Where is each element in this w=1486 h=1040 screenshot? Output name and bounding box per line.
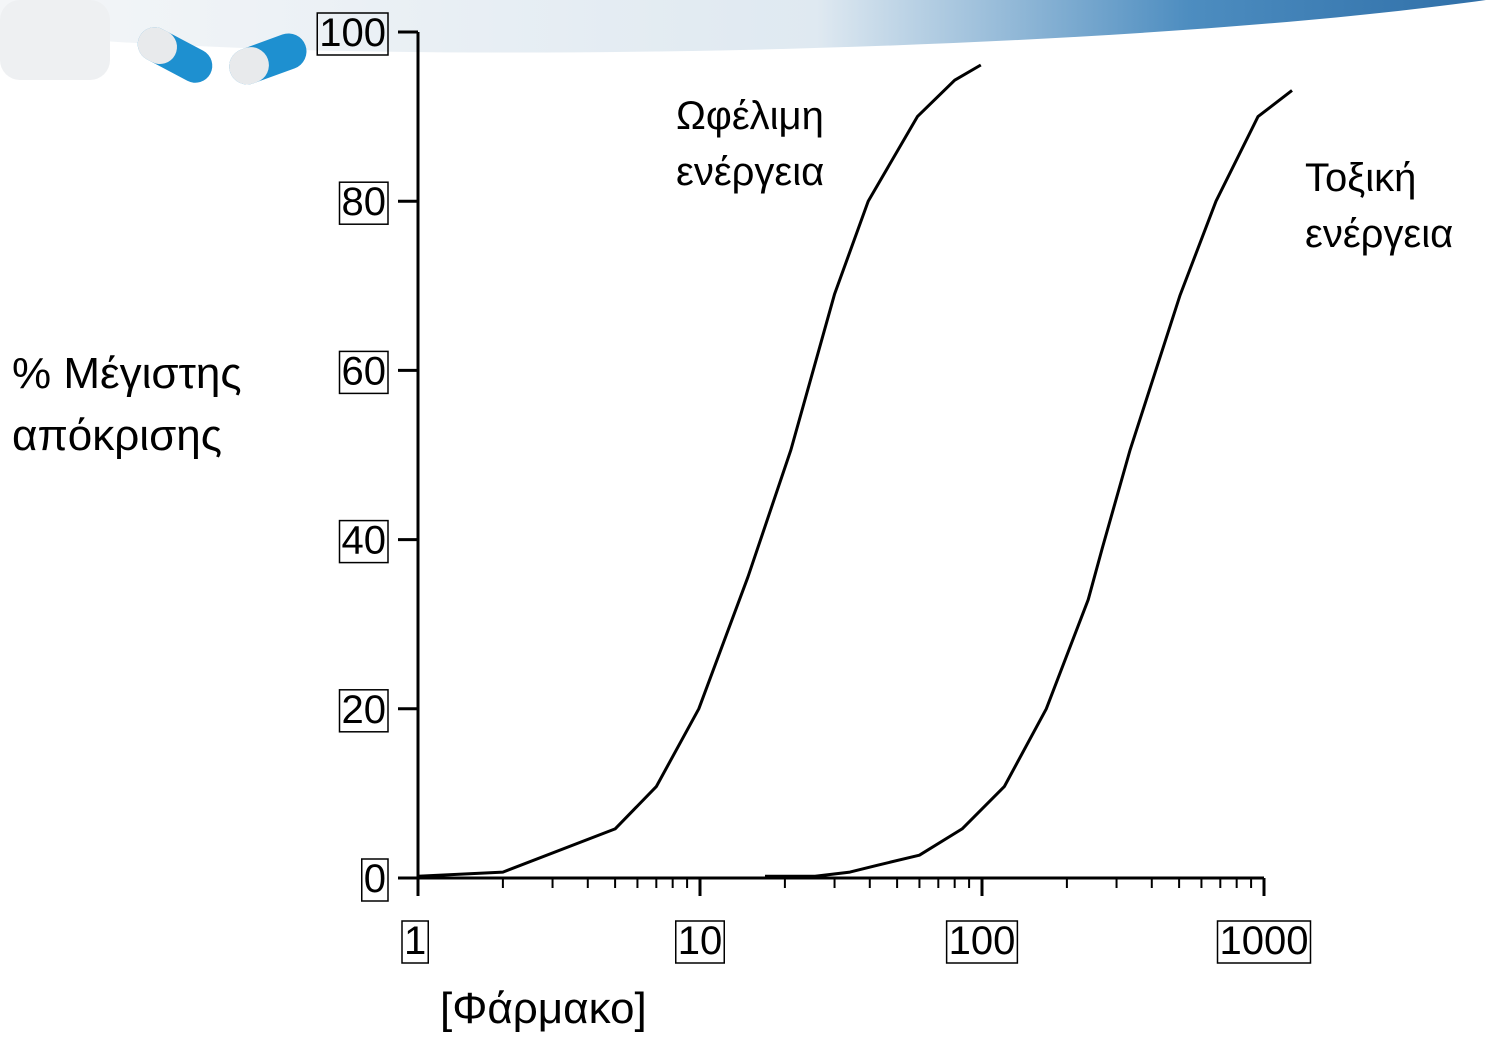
y-tick-label: 80 [342,180,387,224]
y-axis-label: % Μέγιστης απόκρισης [12,343,304,467]
series-label: Τοξική ενέργεια [1305,150,1483,262]
bottle-decoration [0,0,110,80]
series-label: Ωφέλιμη ενέργεια [676,88,866,200]
x-tick-label: 1000 [1220,919,1309,963]
series-line [765,90,1292,876]
y-tick-label: 60 [342,349,387,393]
x-axis-label: [Φάρμακο] [440,978,740,1040]
y-tick-label: 40 [342,519,387,563]
x-tick-label: 100 [949,919,1016,963]
page: 0 20 40 60 80 100 1 10 100 1000 % Μέγιστης απόκρι… [0,0,1486,1036]
x-tick-label: 1 [404,919,426,963]
y-tick-label: 100 [319,11,386,55]
x-tick-label: 10 [678,919,723,963]
y-tick-label: 20 [342,688,387,732]
header-band [0,0,1486,53]
y-tick-label: 0 [364,857,386,901]
